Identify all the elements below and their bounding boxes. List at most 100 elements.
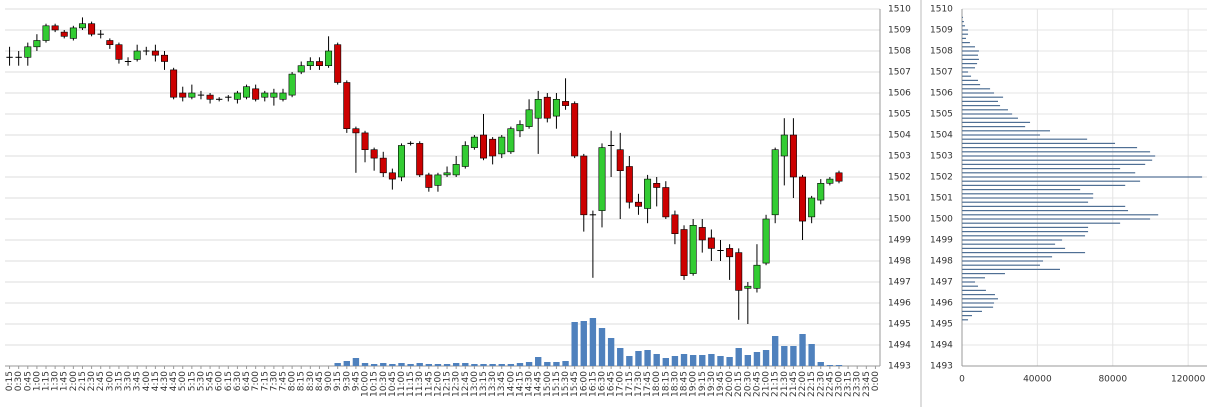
volume-bar xyxy=(826,365,834,366)
profile-bar xyxy=(962,25,966,27)
volume-bar xyxy=(762,350,770,366)
x-tick-label: 6:45 xyxy=(242,371,252,391)
profile-bar xyxy=(962,58,979,60)
x-tick-label: 20:30 xyxy=(743,371,753,397)
candle-body xyxy=(744,285,752,289)
x-tick-label: 3:45 xyxy=(133,371,143,391)
volume-bar xyxy=(370,364,378,366)
profile-bar xyxy=(962,226,1089,228)
candle-body xyxy=(197,94,205,96)
profile-bar xyxy=(962,264,1041,266)
x-tick-label: 22:45 xyxy=(825,371,835,397)
y-tick-label: 1498 xyxy=(930,257,953,267)
volume-bar xyxy=(708,354,715,366)
x-tick-label: 2:15 xyxy=(78,371,88,391)
volume-bar xyxy=(352,358,360,366)
x-tick-label: 20:15 xyxy=(734,371,744,397)
candle-body xyxy=(379,157,387,174)
x-tick-label: 16:30 xyxy=(598,371,608,397)
profile-bar xyxy=(962,117,1018,119)
y-tick-label: 1505 xyxy=(888,110,911,120)
x-tick-label: 8:15 xyxy=(297,371,307,391)
volume-bar xyxy=(598,328,606,366)
x-tick-label: 4:15 xyxy=(151,371,161,391)
profile-bar xyxy=(962,319,969,321)
candle-body xyxy=(753,264,761,289)
candle-body xyxy=(789,134,797,178)
candle-body xyxy=(534,99,542,119)
profile-bar xyxy=(962,302,995,304)
x-tick-label: 21:15 xyxy=(771,371,781,397)
volume-bar xyxy=(744,355,752,366)
x-tick-label: 3:30 xyxy=(124,371,134,391)
candle-body xyxy=(60,31,68,37)
profile-bar xyxy=(962,121,1031,123)
volume-bar xyxy=(525,362,533,366)
y-tick-label: 1507 xyxy=(930,68,953,78)
candle-body xyxy=(680,229,688,277)
y-tick-label: 1506 xyxy=(930,89,953,99)
candle-body xyxy=(835,172,843,182)
candle-body xyxy=(726,248,734,258)
candle-body xyxy=(42,25,50,41)
candle-body xyxy=(270,92,278,98)
x-tick-label: 18:15 xyxy=(661,371,671,397)
y-tick-label: 1504 xyxy=(888,131,911,141)
x-tick-label: 8:45 xyxy=(315,371,325,391)
x-tick-label: 0:45 xyxy=(23,371,33,391)
y-tick-label: 1508 xyxy=(930,47,953,57)
profile-bar xyxy=(962,126,1026,128)
x-tick-label: 13:30 xyxy=(488,371,498,397)
volume-bar xyxy=(462,363,469,366)
x-tick-label: 16:15 xyxy=(588,371,598,397)
volume-bar xyxy=(553,362,560,366)
profile-bar xyxy=(962,33,969,35)
x-tick-label: 4:30 xyxy=(160,371,170,391)
y-tick-label: 1499 xyxy=(888,236,911,246)
candle-body xyxy=(170,69,178,98)
x-tick-label: 15:45 xyxy=(570,371,580,397)
profile-bar xyxy=(962,147,1138,149)
candle-body xyxy=(279,92,287,100)
profile-bar xyxy=(962,88,991,90)
candle-body xyxy=(143,50,150,52)
x-tick-label: 7:15 xyxy=(260,371,270,391)
volume-bar xyxy=(562,361,569,366)
candle-body xyxy=(826,178,834,184)
volume-bar xyxy=(689,355,697,366)
x-tick-label: 23:00 xyxy=(834,371,844,397)
volume-bar xyxy=(389,364,396,366)
volume-bar xyxy=(735,348,742,366)
x-tick-label: 4:00 xyxy=(142,371,152,391)
profile-bar xyxy=(962,289,986,291)
y-tick-label: 1502 xyxy=(930,173,953,183)
volume-bar xyxy=(808,344,815,366)
volume-bar xyxy=(671,356,679,366)
x-tick-label: 15:15 xyxy=(552,371,562,397)
x-tick-label: 10:00 xyxy=(361,371,371,397)
candle-body xyxy=(15,56,22,58)
candle-body xyxy=(261,92,269,98)
candle-body xyxy=(252,88,260,100)
x-tick-label: 6:15 xyxy=(224,371,234,391)
profile-bar xyxy=(962,210,1129,212)
profile-bar xyxy=(962,277,985,279)
x-tick-label: 14:00 xyxy=(506,371,516,397)
candle-body xyxy=(161,54,168,62)
x-tick-label: 23:15 xyxy=(844,371,854,397)
profile-bar xyxy=(962,96,1004,98)
profile-bar xyxy=(962,84,981,86)
x-tick-label: 18:45 xyxy=(680,371,690,397)
x-tick-label: 20:00 xyxy=(725,371,735,397)
candle-body xyxy=(206,94,214,100)
x-tick-label: 6:30 xyxy=(233,371,243,391)
x-tick-label: 14:30 xyxy=(525,371,535,397)
candle-body xyxy=(188,92,196,98)
profile-bar xyxy=(962,184,1126,186)
candle-body xyxy=(97,33,104,35)
profile-bar xyxy=(962,189,1081,191)
y-tick-label: 1509 xyxy=(888,26,911,36)
x-tick-label: 19:30 xyxy=(707,371,717,397)
candle-body xyxy=(443,172,451,176)
x-tick-label: 21:45 xyxy=(789,371,799,397)
